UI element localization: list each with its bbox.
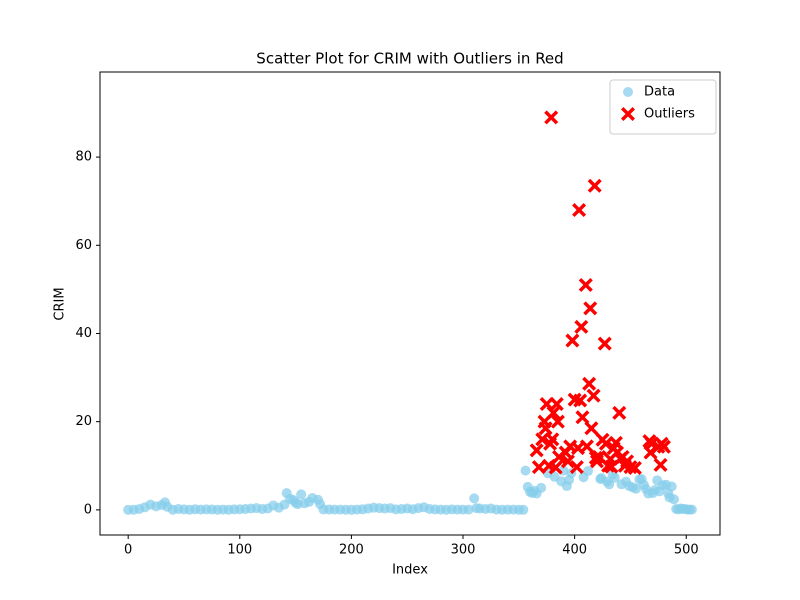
legend-box <box>609 79 717 135</box>
outlier-point <box>549 397 564 412</box>
legend-label: Data <box>644 85 675 100</box>
outlier-point <box>653 457 668 472</box>
y-tick-label: 80 <box>75 150 92 165</box>
outlier-point <box>560 454 575 469</box>
outlier-point <box>656 439 671 454</box>
data-point <box>583 466 594 477</box>
outlier-point <box>583 301 598 316</box>
outlier-point <box>587 178 602 193</box>
data-point <box>686 504 697 515</box>
outlier-point <box>597 336 612 351</box>
legend-marker <box>621 107 635 121</box>
outlier-point <box>578 277 593 292</box>
y-tick-label: 0 <box>84 502 92 517</box>
outlier-point <box>586 388 601 403</box>
outlier-point <box>550 414 565 429</box>
y-tick-label: 40 <box>75 326 92 341</box>
x-tick-label: 200 <box>339 543 364 558</box>
x-tick-label: 100 <box>227 543 252 558</box>
data-point <box>520 465 531 476</box>
data-point <box>469 493 480 504</box>
outlier-point <box>627 460 642 475</box>
outlier-point <box>569 460 584 475</box>
axes-frame <box>99 71 721 536</box>
outlier-point <box>612 405 627 420</box>
outlier-point <box>574 319 589 334</box>
x-tick-label: 0 <box>124 543 132 558</box>
data-point <box>518 504 529 515</box>
y-axis-label: CRIM <box>53 287 68 320</box>
outlier-point <box>545 432 560 447</box>
outlier-point <box>584 421 599 436</box>
outlier-point <box>546 405 561 420</box>
legend-marker <box>623 87 633 97</box>
y-tick-label: 60 <box>75 238 92 253</box>
outlier-point <box>548 460 563 475</box>
outlier-point <box>572 203 587 218</box>
plot-area <box>123 110 697 515</box>
outlier-point <box>573 393 588 408</box>
outlier-point <box>535 432 550 447</box>
outlier-point <box>582 376 597 391</box>
x-tick-label: 500 <box>674 543 699 558</box>
data-point <box>666 481 677 492</box>
data-point <box>536 482 547 493</box>
data-point <box>463 504 474 515</box>
data-point <box>668 494 679 505</box>
x-tick-label: 400 <box>562 543 587 558</box>
data-point <box>631 483 642 494</box>
x-axis-label: Index <box>392 563 428 578</box>
data-point <box>604 479 615 490</box>
outlier-point <box>538 421 553 436</box>
outlier-point <box>575 410 590 425</box>
legend-label: Outliers <box>644 107 695 122</box>
outlier-point <box>529 443 544 458</box>
chart-title: Scatter Plot for CRIM with Outliers in R… <box>256 50 563 68</box>
outlier-point <box>544 110 559 125</box>
outlier-point <box>565 333 580 348</box>
y-tick-label: 20 <box>75 414 92 429</box>
data-point <box>296 489 307 500</box>
outlier-point <box>579 439 594 454</box>
x-tick-label: 300 <box>451 543 476 558</box>
outlier-point <box>644 436 659 451</box>
data-point <box>609 472 620 483</box>
